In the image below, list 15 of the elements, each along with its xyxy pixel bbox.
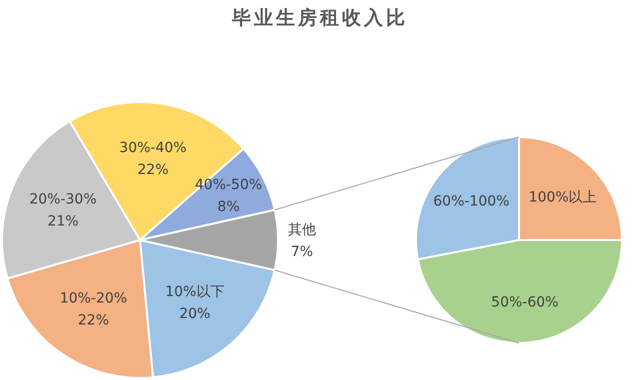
data-label: 21% — [47, 214, 79, 230]
slice-label: 50%-60% — [491, 294, 558, 311]
data-label: 7% — [290, 244, 314, 260]
data-label: 20% — [179, 306, 210, 322]
slice-label: 60%-100% — [433, 194, 510, 210]
data-label: 22% — [137, 162, 169, 178]
slice-label: 30%-40% — [119, 140, 187, 156]
chart-title: 毕业生房租收入比 — [231, 7, 408, 29]
slice-label: 其他 — [288, 222, 316, 238]
data-label: 22% — [78, 312, 110, 328]
slice-label: 10%-20% — [60, 290, 128, 306]
slice-label: 100%以上 — [528, 189, 597, 206]
data-label: 8% — [217, 198, 240, 215]
slice-label: 10%以下 — [165, 284, 224, 300]
slice-label: 20%-30% — [29, 192, 97, 208]
